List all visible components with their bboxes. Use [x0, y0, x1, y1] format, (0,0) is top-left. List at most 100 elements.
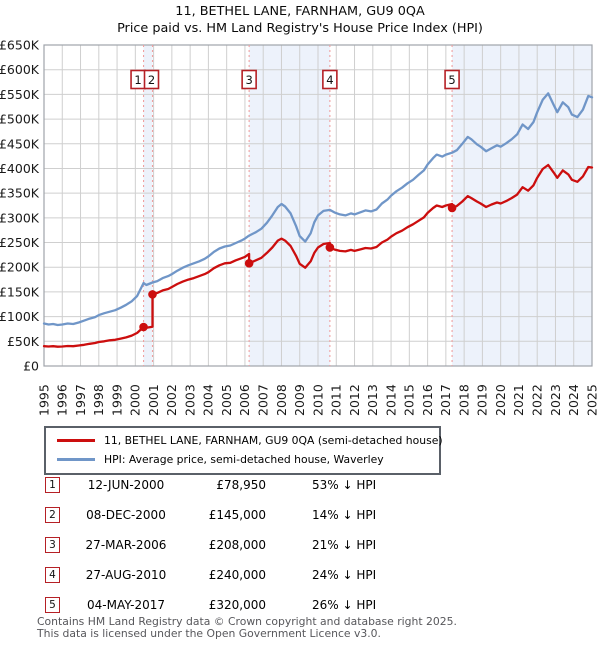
- sale-hpi-delta: 14% ↓ HPI: [312, 508, 377, 522]
- sale-hpi-delta: 21% ↓ HPI: [312, 538, 377, 552]
- x-axis-tick-label: 2017: [438, 384, 453, 416]
- sale-dot: [447, 203, 457, 213]
- y-axis-tick-label: £600K: [0, 62, 40, 77]
- x-axis-tick-label: 2011: [329, 384, 344, 416]
- sale-marker-box: [241, 69, 257, 90]
- ownership-shading-band: [452, 45, 592, 366]
- chart-legend: 11, BETHEL LANE, FARNHAM, GU9 0QA (semi-…: [44, 426, 443, 475]
- sale-marker-number: 4: [326, 73, 333, 87]
- legend-hpi-line-swatch: [57, 458, 95, 461]
- x-axis-tick-label: 1997: [73, 384, 88, 416]
- y-axis-tick-label: £550K: [0, 87, 40, 102]
- sale-date: 04-MAY-2017: [86, 598, 165, 612]
- y-axis-tick-label: £150K: [0, 284, 40, 299]
- ownership-shading-band: [143, 45, 153, 366]
- sale-hpi-delta: 53% ↓ HPI: [312, 478, 377, 492]
- x-axis-tick-label: 1996: [55, 384, 70, 416]
- sale-marker-number: 5: [448, 73, 455, 87]
- x-axis-tick-label: 2025: [584, 384, 599, 416]
- x-axis-tick-label: 2012: [347, 384, 362, 416]
- y-axis-tick-label: £450K: [0, 136, 40, 151]
- sale-row: 5 04-MAY-2017 £320,000 26% ↓ HPI: [45, 594, 565, 624]
- sale-row: 1 12-JUN-2000 £78,950 53% ↓ HPI: [45, 474, 565, 504]
- x-axis-tick-label: 2004: [201, 384, 216, 416]
- sale-date: 27-MAR-2006: [85, 538, 167, 552]
- legend-property-line-swatch: [57, 439, 95, 442]
- x-axis-tick-label: 2005: [219, 384, 234, 416]
- sale-price: £208,000: [208, 538, 266, 552]
- sale-dot: [244, 258, 254, 268]
- sale-price: £320,000: [208, 598, 266, 612]
- sale-number-badge: 2: [45, 507, 60, 523]
- sale-number-badge: 3: [45, 537, 60, 553]
- sale-marker-box: [444, 69, 460, 90]
- license-footer: Contains HM Land Registry data © Crown c…: [37, 616, 457, 639]
- x-axis-tick-label: 2023: [548, 384, 563, 416]
- y-axis-tick-label: £350K: [0, 186, 40, 201]
- y-axis-tick-label: £300K: [0, 210, 40, 225]
- sale-hpi-delta: 26% ↓ HPI: [312, 598, 377, 612]
- sale-date: 12-JUN-2000: [87, 478, 165, 492]
- plot-border: [43, 44, 593, 367]
- y-axis-tick-label: £200K: [0, 260, 40, 275]
- sale-marker-number: 1: [134, 73, 141, 87]
- sale-date: 08-DEC-2000: [86, 508, 166, 522]
- x-axis-tick-label: 1998: [91, 384, 106, 416]
- sale-number-badge: 1: [45, 477, 60, 493]
- x-axis-tick-label: 2022: [530, 384, 545, 416]
- sales-table: 1 12-JUN-2000 £78,950 53% ↓ HPI 2 08-DEC-2000…: [45, 474, 565, 624]
- x-axis-tick-label: 2010: [310, 384, 325, 416]
- sale-price: £78,950: [216, 478, 266, 492]
- y-axis-tick-label: £250K: [0, 235, 40, 250]
- x-axis-tick-label: 2019: [475, 384, 490, 416]
- sale-marker-box: [322, 69, 338, 90]
- x-axis-tick-label: 2007: [256, 384, 271, 416]
- sale-number-badge: 5: [45, 597, 60, 613]
- hpi-line: [42, 92, 594, 327]
- ownership-shading-band: [249, 45, 330, 366]
- sale-price: £240,000: [208, 568, 266, 582]
- y-axis-tick-label: £0: [23, 359, 39, 374]
- sale-marker-number: 3: [245, 73, 252, 87]
- x-axis-tick-label: 2021: [511, 384, 526, 416]
- x-axis-tick-label: 2000: [128, 384, 143, 416]
- x-axis-tick-label: 1999: [109, 384, 124, 416]
- x-axis-tick-label: 1995: [36, 384, 51, 416]
- chart-subtitle: Price paid vs. HM Land Registry's House …: [117, 21, 483, 36]
- chart-title: 11, BETHEL LANE, FARNHAM, GU9 0QA: [175, 4, 425, 19]
- x-axis-tick-label: 2006: [237, 384, 252, 416]
- x-axis-tick-label: 2002: [164, 384, 179, 416]
- y-axis-tick-label: £50K: [7, 334, 40, 349]
- x-axis-tick-label: 2016: [420, 384, 435, 416]
- y-axis-tick-label: £500K: [0, 112, 40, 127]
- x-axis-tick-label: 2001: [146, 384, 161, 416]
- sale-dot: [325, 243, 335, 252]
- y-axis-tick-label: £100K: [0, 309, 40, 324]
- footer-line-2: This data is licensed under the Open Gov…: [37, 626, 381, 640]
- footer-line-1: Contains HM Land Registry data © Crown c…: [37, 615, 457, 628]
- legend-hpi-label: HPI: Average price, semi-detached house,…: [104, 453, 384, 466]
- x-axis-tick-label: 2013: [365, 384, 380, 416]
- x-axis-tick-label: 2008: [274, 384, 289, 416]
- legend-row-hpi: HPI: Average price, semi-detached house,…: [46, 450, 439, 469]
- sale-marker-box: [143, 69, 160, 90]
- sale-number-badge: 4: [45, 567, 60, 583]
- x-axis-tick-label: 2009: [292, 384, 307, 416]
- y-axis-tick-label: £400K: [0, 161, 40, 176]
- price-history-chart: 1 2 3 4 5 £0 £50K £100K £150K £200K £250K £300K £350…: [0, 38, 599, 417]
- sale-date: 27-AUG-2010: [85, 568, 167, 582]
- sale-row: 2 08-DEC-2000 £145,000 14% ↓ HPI: [45, 504, 565, 534]
- x-axis-tick-label: 2003: [182, 384, 197, 416]
- sale-dot: [139, 322, 148, 332]
- y-axis-tick-label: £650K: [0, 38, 40, 53]
- x-axis-tick-label: 2018: [456, 384, 471, 416]
- sale-dot: [148, 290, 157, 299]
- sale-marker-number: 2: [148, 73, 155, 87]
- sale-hpi-delta: 24% ↓ HPI: [312, 568, 377, 582]
- x-axis-tick-label: 2014: [383, 384, 398, 416]
- sale-row: 4 27-AUG-2010 £240,000 24% ↓ HPI: [45, 564, 565, 594]
- x-axis-tick-label: 2015: [402, 384, 417, 416]
- sale-row: 3 27-MAR-2006 £208,000 21% ↓ HPI: [45, 534, 565, 564]
- legend-row-property: 11, BETHEL LANE, FARNHAM, GU9 0QA (semi-…: [46, 431, 443, 450]
